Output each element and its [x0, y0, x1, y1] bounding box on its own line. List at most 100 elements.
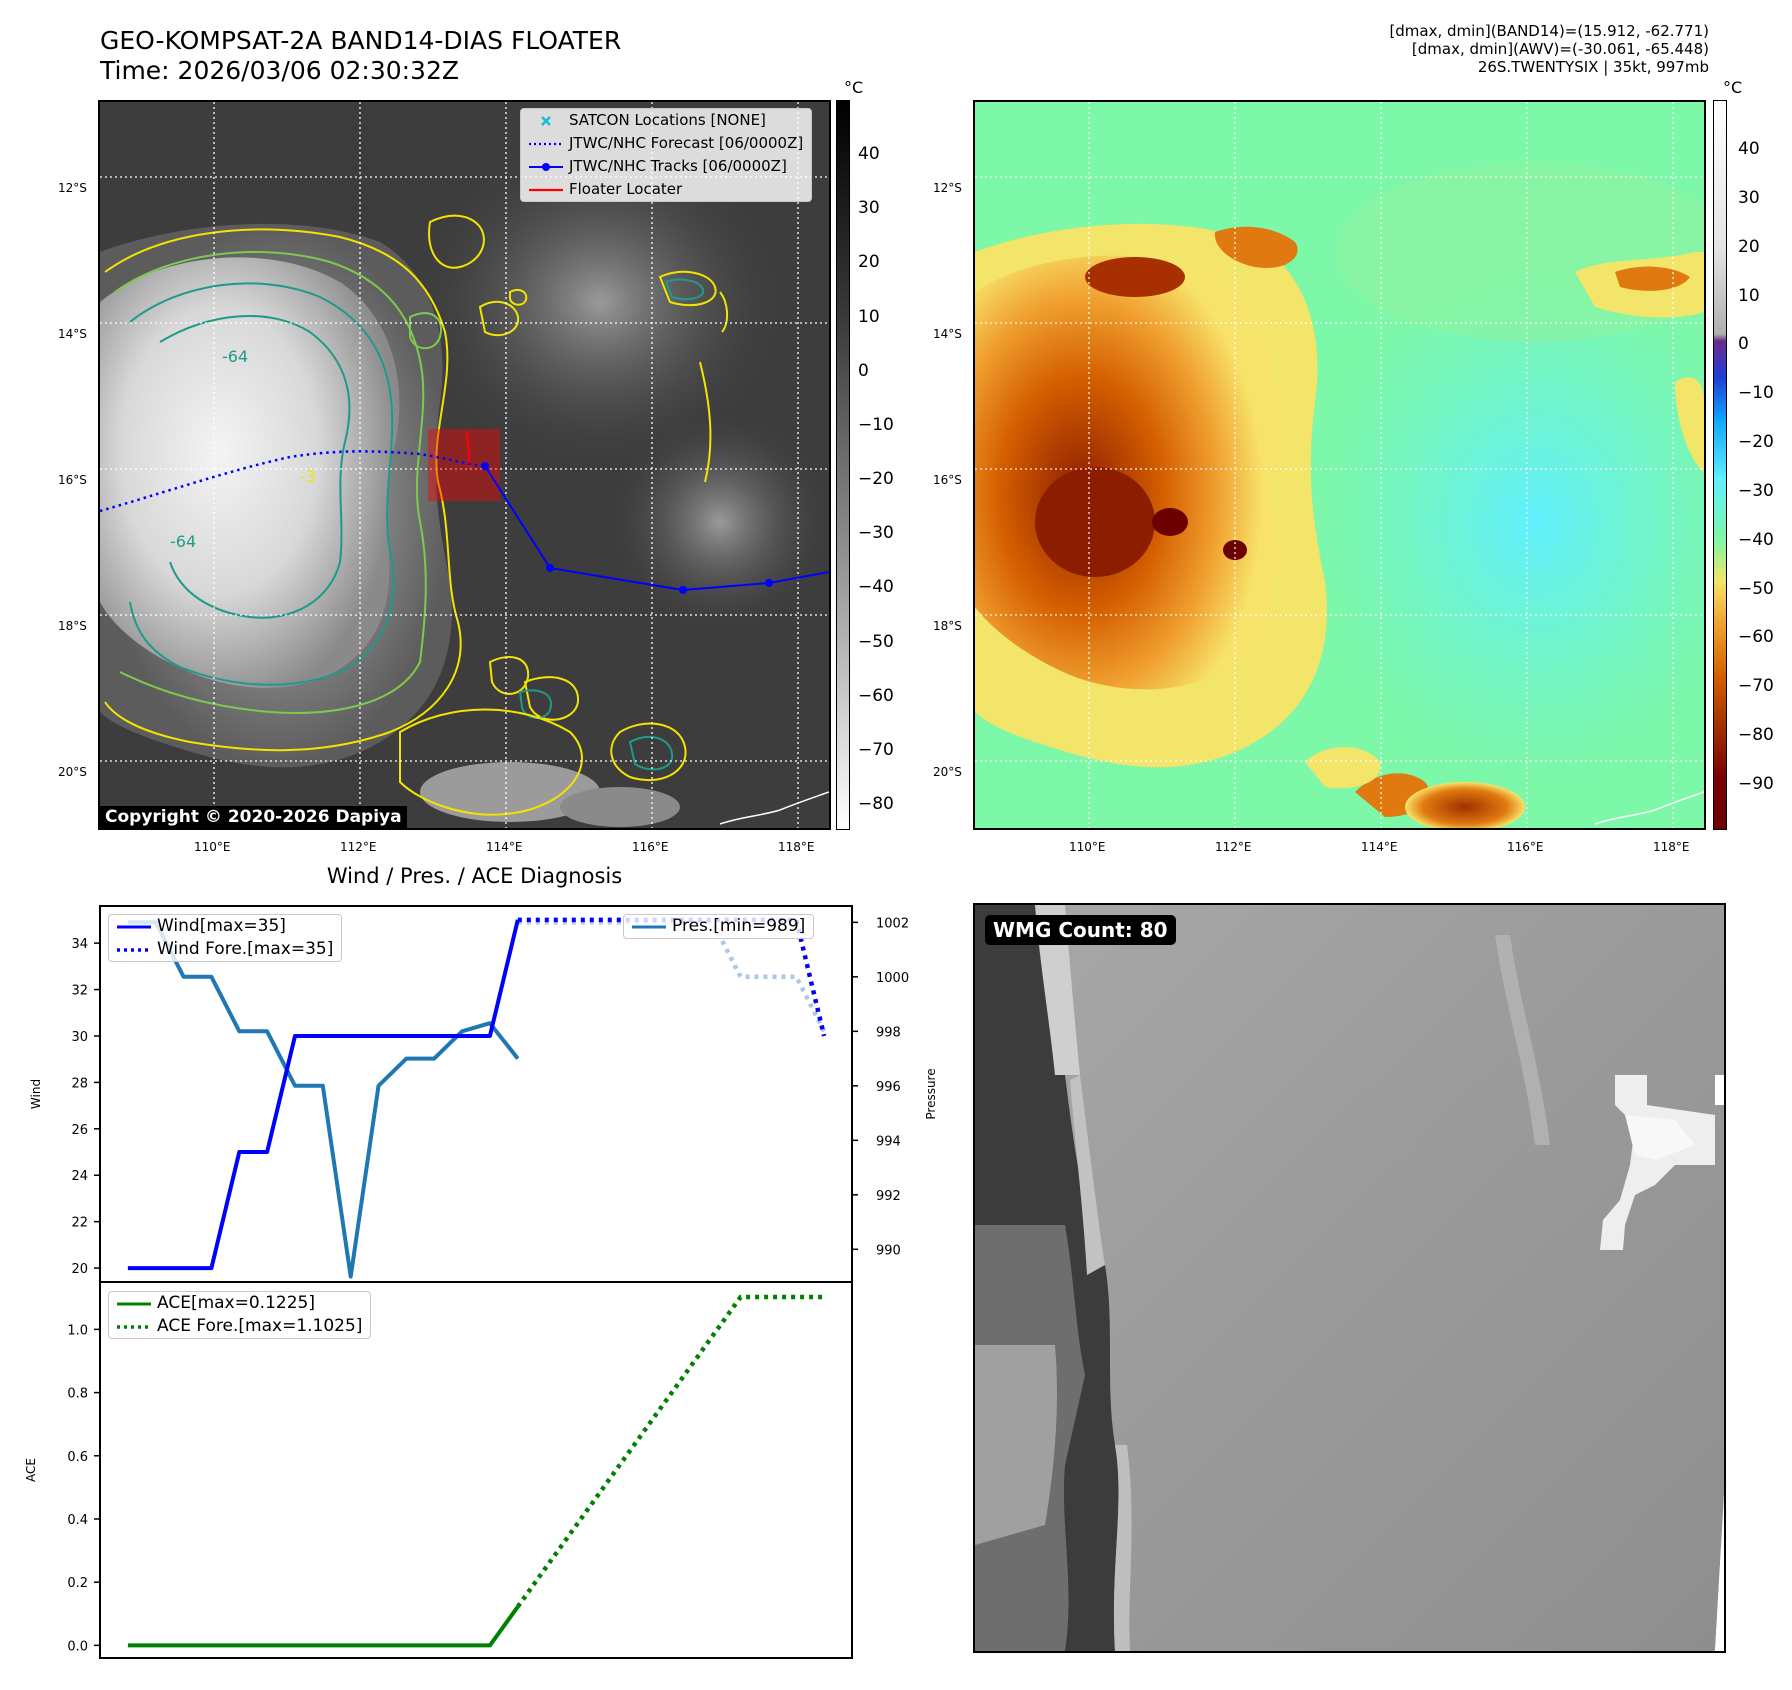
wind-axis-tick-label: 32 — [71, 984, 88, 999]
map1-lon-label: 114°E — [486, 840, 523, 854]
wind-axis-tick-label: 24 — [71, 1169, 88, 1184]
colorbar-1 — [836, 100, 850, 830]
colorbar-1-tick-label: −30 — [858, 523, 894, 544]
contour-label-1: -64 — [222, 347, 248, 366]
wind-axis-tick-label: 26 — [71, 1123, 88, 1138]
contour-label-3: -3 — [300, 467, 316, 486]
wind-axis-tick-label: 22 — [71, 1216, 88, 1231]
colorbar-2-tick-label: −40 — [1738, 529, 1774, 550]
map-legend: SATCON Locations [NONE] JTWC/NHC Forecas… — [520, 108, 813, 202]
info-storm: 26S.TWENTYSIX | 35kt, 997mb — [1477, 58, 1709, 76]
pressure-legend: Pres.[min=989] — [623, 914, 815, 939]
map2-lon-label: 118°E — [1653, 840, 1690, 854]
info-panel: [dmax, dmin](BAND14)=(15.912, -62.771) [… — [1389, 22, 1709, 76]
wind-line — [127, 919, 520, 1271]
colorbar-1-tick-label: −20 — [858, 469, 894, 489]
color-map-panel[interactable] — [973, 100, 1706, 830]
map1-lon-label: 112°E — [340, 840, 377, 854]
map2-lon-label: 110°E — [1069, 840, 1106, 854]
map2-lat-label: 18°S — [933, 619, 962, 633]
colorbar-2-tick-label: 20 — [1738, 236, 1760, 257]
contour-label-2: -64 — [170, 532, 196, 551]
legend-satcon: SATCON Locations [NONE] — [521, 109, 811, 132]
diagnosis-title: Wind / Pres. / ACE Diagnosis — [326, 864, 623, 888]
wind-pressure-chart: 20 22 24 26 28 30 32 34 990 992 994 996 998 1000 1002 W… — [29, 905, 938, 1283]
colorbar-2-tick-label: −80 — [1738, 725, 1774, 746]
map1-lat-label: 12°S — [58, 181, 87, 195]
wind-axis-tick-label: 34 — [71, 937, 88, 952]
colorbar-2-tick-label: 10 — [1738, 285, 1760, 306]
wmg-panel[interactable]: WMG Count: 80 — [973, 903, 1726, 1653]
colorbar-1-tick-label: 30 — [858, 198, 880, 219]
colorbar-1-tick-label: −60 — [858, 685, 894, 706]
map1-lon-label: 118°E — [778, 840, 815, 854]
legend-wind: Wind[max=35] — [109, 915, 341, 938]
pressure-axis-tick-label: 1002 — [876, 916, 909, 931]
map2-lat-label: 20°S — [933, 765, 962, 779]
ace-axis-tick-label: 0.4 — [67, 1513, 88, 1528]
ace-axis-tick-label: 0.8 — [67, 1387, 88, 1402]
colorbar-1-unit: °C — [844, 78, 864, 97]
map1-lat-label: 18°S — [58, 619, 87, 633]
ace-axis-tick-label: 0.0 — [67, 1639, 88, 1654]
legend-tracks-label: JTWC/NHC Tracks [06/0000Z] — [569, 157, 787, 175]
legend-floater: Floater Locater — [521, 178, 811, 201]
legend-forecast-label: JTWC/NHC Forecast [06/0000Z] — [569, 134, 804, 152]
x-mark-icon — [529, 109, 563, 132]
map2-lat-label: 16°S — [933, 473, 962, 487]
legend-pressure-label: Pres.[min=989] — [672, 916, 806, 936]
colorbar-2-tick-label: −50 — [1738, 578, 1774, 599]
colorbar-2-tick-label: −90 — [1738, 774, 1774, 794]
legend-wind-label: Wind[max=35] — [157, 916, 286, 936]
info-awv-range: [dmax, dmin](AWV)=(-30.061, -65.448) — [1411, 40, 1709, 58]
info-band14-range: [dmax, dmin](BAND14)=(15.912, -62.771) — [1389, 22, 1709, 40]
floater-box — [428, 429, 500, 501]
pressure-axis-tick-label: 992 — [876, 1189, 901, 1204]
colorbar-2 — [1713, 100, 1727, 830]
colorbar-2-tick-label: −70 — [1738, 676, 1774, 697]
legend-floater-label: Floater Locater — [569, 180, 683, 198]
diagnosis-chart: 20 22 24 26 28 30 32 34 990 992 994 996 998 1000 1002 W… — [24, 905, 938, 1659]
solid-line-icon — [632, 915, 666, 938]
ace-axis-tick-label: 0.2 — [67, 1576, 88, 1591]
map1-lon-label: 116°E — [632, 840, 669, 854]
colorbar-1-tick-label: −50 — [858, 631, 894, 652]
legend-ace-label: ACE[max=0.1225] — [157, 1293, 315, 1313]
title-line-1: GEO-KOMPSAT-2A BAND14-DIAS FLOATER — [100, 26, 622, 55]
map1-lat-label: 20°S — [58, 765, 87, 779]
map1-lat-label: 14°S — [58, 327, 87, 341]
ace-axis-tick-label: 1.0 — [67, 1323, 88, 1338]
map2-lat-label: 14°S — [933, 327, 962, 341]
ace-forecast-line — [515, 1294, 825, 1609]
legend-pressure: Pres.[min=989] — [624, 915, 813, 938]
title-line-2: Time: 2026/03/06 02:30:32Z — [100, 56, 459, 85]
pressure-axis-tick-label: 1000 — [876, 971, 909, 986]
colorbar-1-tick-label: 10 — [858, 306, 880, 327]
ace-legend: ACE[max=0.1225] ACE Fore.[max=1.1025] — [108, 1291, 372, 1339]
ace-axis-tick-label: 0.6 — [67, 1450, 88, 1465]
red-line-icon — [529, 178, 563, 201]
map1-lat-label: 16°S — [58, 473, 87, 487]
ir-map-panel[interactable]: -64 -64 -3 — [98, 100, 831, 830]
map2-lon-label: 116°E — [1507, 840, 1544, 854]
pressure-axis-tick-label: 996 — [876, 1080, 901, 1095]
legend-wind-fore-label: Wind Fore.[max=35] — [157, 939, 334, 959]
legend-ace: ACE[max=0.1225] — [109, 1292, 370, 1315]
colorbar-1-tick-label: 40 — [858, 144, 880, 164]
line-dot-icon — [529, 155, 563, 178]
colorbar-2-tick-label: −30 — [1738, 480, 1774, 501]
wind-legend: Wind[max=35] Wind Fore.[max=35] — [108, 914, 343, 962]
map2-lon-label: 112°E — [1215, 840, 1252, 854]
pressure-axis-tick-label: 990 — [876, 1243, 901, 1258]
colorbar-2-tick-label: −60 — [1738, 627, 1774, 648]
colorbar-2-tick-label: 0 — [1738, 334, 1749, 355]
wind-axis-tick-label: 28 — [71, 1076, 88, 1091]
wind-plot-frame — [99, 905, 853, 1283]
ace-chart: 0.0 0.2 0.4 0.6 0.8 1.0 ACE — [24, 1281, 853, 1659]
wind-axis-tick-label: 20 — [71, 1262, 88, 1277]
ace-axis-label: ACE — [24, 1458, 38, 1482]
ace-line — [127, 1605, 520, 1648]
legend-tracks: JTWC/NHC Tracks [06/0000Z] — [521, 155, 811, 178]
dotted-line-icon — [117, 1315, 151, 1338]
ir-map-image: -64 -64 -3 — [100, 102, 829, 828]
